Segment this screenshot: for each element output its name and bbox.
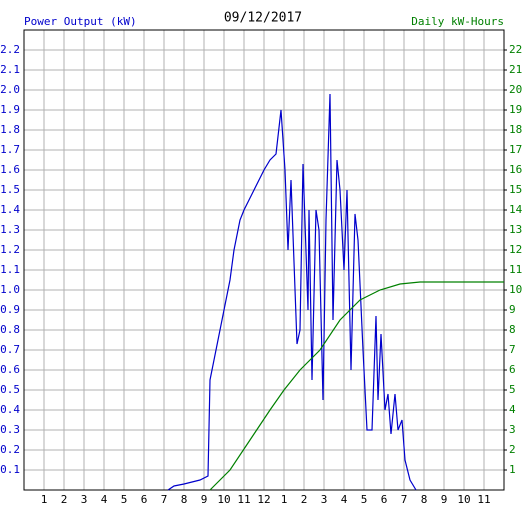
series-line <box>209 281 504 491</box>
y2-tick-label: 8 <box>509 323 516 336</box>
y2-tick-label: 17 <box>509 143 522 156</box>
y-axis-label: Power Output (kW) <box>24 15 137 28</box>
y-tick-label: 1.6 <box>0 163 20 176</box>
y-tick-label: 0.7 <box>0 343 20 356</box>
y2-tick-label: 22 <box>509 43 522 56</box>
x-tick-label: 3 <box>81 493 88 506</box>
y2-tick-label: 12 <box>509 243 522 256</box>
y2-tick-label: 19 <box>509 103 522 116</box>
y-tick-label: 1.5 <box>0 183 20 196</box>
x-tick-label: 9 <box>441 493 448 506</box>
y-tick-label: 1.0 <box>0 283 20 296</box>
x-tick-label: 4 <box>341 493 348 506</box>
y-tick-label: 2.2 <box>0 43 20 56</box>
x-tick-label: 12 <box>257 493 270 506</box>
y2-tick-label: 5 <box>509 383 516 396</box>
x-tick-label: 2 <box>301 493 308 506</box>
y2-tick-label: 14 <box>509 203 523 216</box>
y2-tick-label: 21 <box>509 63 522 76</box>
y-tick-label: 1.1 <box>0 263 20 276</box>
x-tick-label: 11 <box>477 493 490 506</box>
y2-tick-label: 15 <box>509 183 522 196</box>
y-tick-label: 0.9 <box>0 303 20 316</box>
plot-frame <box>23 29 505 491</box>
x-tick-label: 8 <box>421 493 428 506</box>
y-tick-label: 1.3 <box>0 223 20 236</box>
y-tick-label: 1.4 <box>0 203 20 216</box>
x-tick-label: 7 <box>401 493 408 506</box>
y-tick-label: 0.8 <box>0 323 20 336</box>
x-tick-label: 9 <box>201 493 208 506</box>
y-tick-label: 0.6 <box>0 363 20 376</box>
y-tick-label: 1.2 <box>0 243 20 256</box>
y2-tick-label: 2 <box>509 443 516 456</box>
y-tick-label: 2.0 <box>0 83 20 96</box>
x-tick-label: 7 <box>161 493 168 506</box>
y2-tick-label: 13 <box>509 223 522 236</box>
y2-tick-label: 1 <box>509 463 516 476</box>
y2-tick-label: 9 <box>509 303 516 316</box>
x-tick-label: 10 <box>217 493 230 506</box>
x-tick-label: 4 <box>101 493 108 506</box>
x-tick-label: 5 <box>121 493 128 506</box>
x-tick-label: 6 <box>381 493 388 506</box>
x-tick-label: 8 <box>181 493 188 506</box>
y2-tick-label: 3 <box>509 423 516 436</box>
y-tick-label: 2.1 <box>0 63 20 76</box>
y2-tick-label: 4 <box>509 403 516 416</box>
chart-title: 09/12/2017 <box>224 11 302 26</box>
y2-tick-label: 6 <box>509 363 516 376</box>
y-tick-label: 0.2 <box>0 443 20 456</box>
y2-tick-label: 10 <box>509 283 522 296</box>
y-tick-label: 0.4 <box>0 403 20 416</box>
y2-tick-label: 20 <box>509 83 522 96</box>
y-tick-label: 1.8 <box>0 123 20 136</box>
y2-tick-label: 11 <box>509 263 522 276</box>
y-tick-label: 0.3 <box>0 423 20 436</box>
y2-tick-label: 16 <box>509 163 522 176</box>
x-tick-label: 1 <box>41 493 48 506</box>
x-tick-label: 1 <box>281 493 288 506</box>
y-tick-label: 0.1 <box>0 463 20 476</box>
x-tick-label: 5 <box>361 493 368 506</box>
series-line <box>167 93 417 491</box>
x-tick-label: 11 <box>237 493 250 506</box>
y-tick-label: 0.5 <box>0 383 20 396</box>
x-tick-label: 10 <box>457 493 470 506</box>
y2-tick-label: 18 <box>509 123 522 136</box>
x-tick-label: 3 <box>321 493 328 506</box>
x-tick-label: 2 <box>61 493 68 506</box>
y-tick-label: 1.9 <box>0 103 20 116</box>
y-tick-label: 1.7 <box>0 143 20 156</box>
y2-axis-label: Daily kW-Hours <box>411 15 504 28</box>
y2-tick-label: 7 <box>509 343 516 356</box>
x-tick-label: 6 <box>141 493 148 506</box>
